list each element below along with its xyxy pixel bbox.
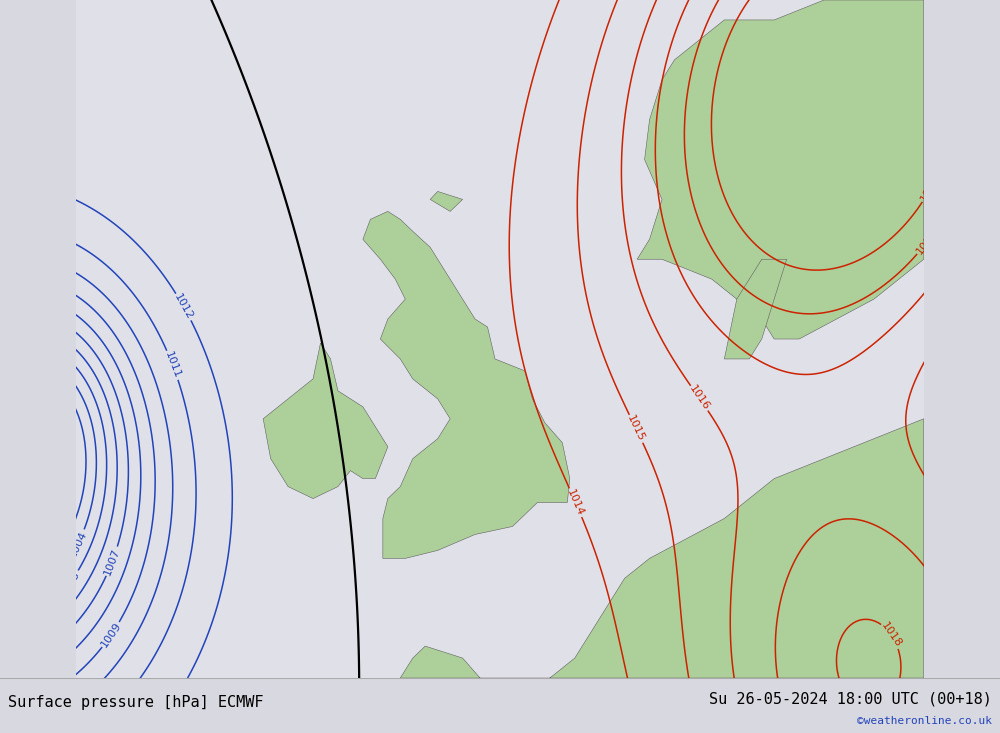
Text: 1019: 1019	[919, 174, 941, 204]
Text: 1014: 1014	[565, 487, 586, 517]
Text: 1010: 1010	[0, 248, 2, 259]
Text: 1005: 1005	[57, 569, 82, 597]
Polygon shape	[263, 343, 388, 498]
Text: 1015: 1015	[626, 414, 647, 443]
Text: 1011: 1011	[163, 350, 182, 380]
Polygon shape	[430, 191, 463, 211]
Text: Surface pressure [hPa] ECMWF: Surface pressure [hPa] ECMWF	[8, 696, 264, 710]
Text: 1016: 1016	[935, 496, 958, 525]
Text: 1012: 1012	[172, 292, 195, 322]
Text: 1018: 1018	[914, 228, 939, 257]
Polygon shape	[724, 259, 787, 359]
Text: 1009: 1009	[99, 620, 123, 649]
Text: 1018: 1018	[879, 621, 903, 649]
Text: ©weatheronline.co.uk: ©weatheronline.co.uk	[857, 716, 992, 726]
Text: 1015: 1015	[997, 504, 1000, 534]
Polygon shape	[400, 419, 924, 698]
Text: 1004: 1004	[67, 528, 89, 559]
Text: Su 26-05-2024 18:00 UTC (00+18): Su 26-05-2024 18:00 UTC (00+18)	[709, 691, 992, 707]
Polygon shape	[363, 211, 570, 559]
Text: 1016: 1016	[687, 384, 711, 413]
Text: 1007: 1007	[103, 547, 122, 576]
Polygon shape	[637, 0, 924, 339]
Text: 1008: 1008	[0, 289, 2, 303]
